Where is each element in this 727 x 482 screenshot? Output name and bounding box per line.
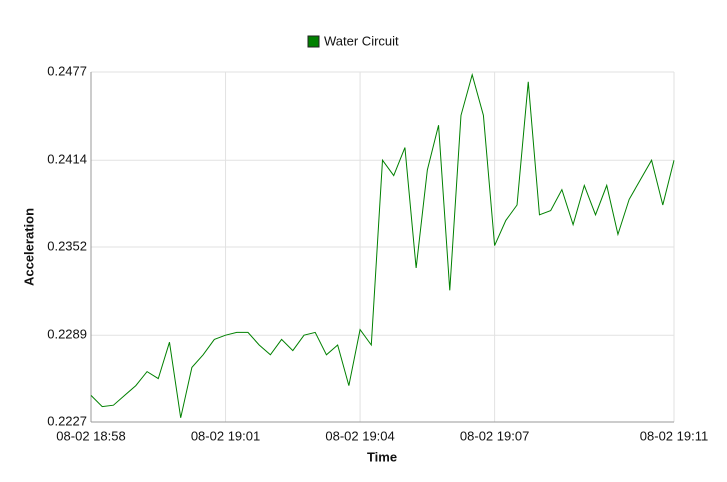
- x-tick-label: 08-02 18:58: [56, 428, 125, 443]
- y-tick-label: 0.2414: [47, 152, 87, 167]
- y-tick-label: 0.2477: [47, 63, 87, 78]
- data-line: [90, 72, 675, 418]
- y-tick-label: 0.2227: [47, 413, 87, 428]
- legend-label: Water Circuit: [324, 33, 399, 48]
- legend-swatch: [307, 35, 320, 48]
- y-tick-label: 0.2289: [47, 327, 87, 342]
- x-tick-label: 08-02 19:04: [325, 428, 394, 443]
- x-tick-label: 08-02 19:11: [640, 428, 708, 443]
- y-axis-label: Acceleration: [21, 208, 36, 286]
- y-tick-label: 0.2352: [47, 238, 87, 253]
- x-axis-label: Time: [367, 449, 397, 464]
- x-tick-label: 08-02 19:01: [191, 428, 260, 443]
- x-tick-label: 08-02 19:07: [460, 428, 529, 443]
